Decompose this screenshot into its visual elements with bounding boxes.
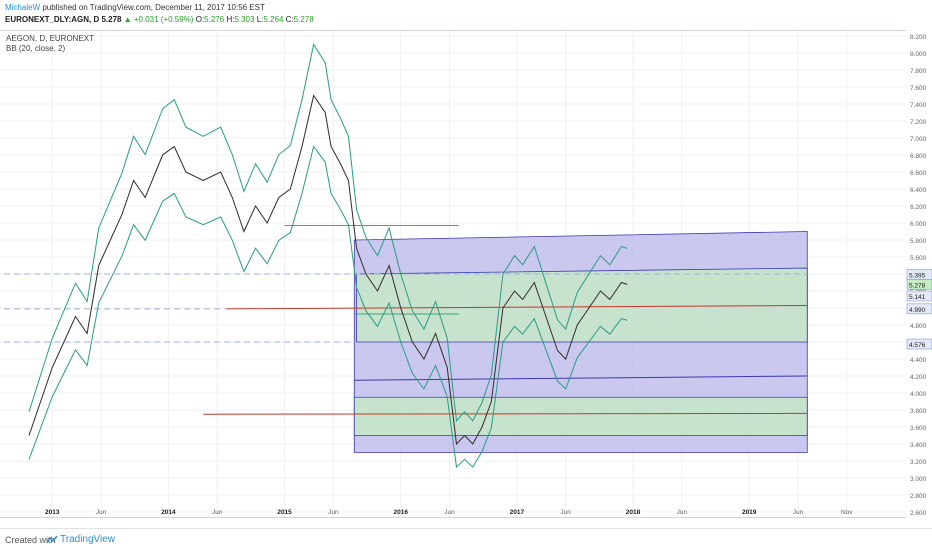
y-tick-label: 3.600 — [910, 425, 927, 432]
change-text: +0.031 (+0.59%) — [133, 15, 194, 24]
x-tick-label: 2016 — [393, 509, 408, 516]
zone-line-3 — [354, 375, 808, 381]
level-line-4 — [203, 412, 808, 415]
price-label-box — [906, 303, 932, 315]
x-tick-label: Jun — [444, 509, 455, 516]
price-label-text: 5.141 — [909, 294, 926, 301]
y-tick-label: 3.200 — [910, 459, 927, 466]
publisher-name[interactable]: MichaleW — [5, 3, 41, 12]
high-label: H: — [226, 15, 235, 24]
x-tick-label: 2019 — [742, 509, 757, 516]
x-tick-label: Jun — [677, 509, 688, 516]
chart-plot-area[interactable]: 8.200 8.000 7.800 7.600 7.400 7.200 7.000 6.800… — [0, 30, 932, 518]
close-label: C: — [285, 15, 294, 24]
y-tick-label: 7.400 — [910, 102, 927, 109]
x-tick-label: 2015 — [277, 509, 292, 516]
x-tick-label: 2017 — [510, 509, 525, 516]
price-label-text: 5.395 — [909, 272, 926, 279]
x-tick-label: Jun — [328, 509, 339, 516]
brand-link[interactable]: TradingView — [60, 534, 116, 545]
level-line-3 — [226, 304, 808, 310]
y-tick-label: 7.000 — [910, 136, 927, 143]
symbol-info: EURONEXT_DLY:AGN, D 5.278 ▲ +0.031 (+0.5… — [5, 15, 314, 24]
bb-lower-band — [28, 145, 628, 469]
y-tick-label: 3.000 — [910, 476, 927, 483]
open-value: 5.276 — [204, 15, 225, 24]
indicator-legend[interactable]: BB (20, close, 2) — [6, 44, 66, 53]
low-value: 5.264 — [263, 15, 284, 24]
y-tick-label: 2.600 — [910, 510, 927, 517]
price-chart[interactable]: 8.200 8.000 7.800 7.600 7.400 7.200 7.000 6.800… — [0, 31, 932, 517]
x-tick-label: 2018 — [626, 509, 641, 516]
y-tick-label: 3.800 — [910, 408, 927, 415]
price-label-text: 4.576 — [909, 342, 926, 349]
price-label-text: 4.990 — [909, 307, 926, 314]
y-tick-label: 2.800 — [910, 493, 927, 500]
y-tick-label: 4.000 — [910, 391, 927, 398]
y-tick-label: 6.000 — [910, 221, 927, 228]
y-tick-label: 5.800 — [910, 238, 927, 245]
bb-upper-band — [28, 43, 628, 423]
y-tick-label: 6.600 — [910, 170, 927, 177]
y-tick-label: 4.400 — [910, 357, 927, 364]
y-tick-label: 5.600 — [910, 255, 927, 262]
zone-rect-1 — [356, 267, 808, 343]
created-with-text: Created with — [5, 535, 56, 545]
x-tick-label: Jun — [96, 509, 107, 516]
x-tick-label: Jun — [212, 509, 223, 516]
x-tick-label: 2014 — [161, 509, 176, 516]
price-label-box — [906, 279, 932, 290]
open-label: O: — [195, 15, 205, 24]
change-value: ▲ +0.031 (+0.59%) — [123, 15, 194, 24]
y-tick-label: 7.800 — [910, 68, 927, 75]
publish-info: MichaleW published on TradingView.com, D… — [5, 3, 265, 12]
y-tick-label: 6.200 — [910, 204, 927, 211]
y-tick-label: 8.200 — [910, 34, 927, 41]
y-tick-label: 3.400 — [910, 442, 927, 449]
price-label-box — [906, 290, 932, 302]
y-tick-label: 4.200 — [910, 374, 927, 381]
tradingview-logo-icon — [46, 535, 58, 544]
chart-header: MichaleW published on TradingView.com, D… — [0, 0, 932, 32]
x-tick-label: Nov — [841, 509, 853, 516]
x-tick-label: Jun — [793, 509, 804, 516]
y-tick-label: 7.200 — [910, 119, 927, 126]
y-tick-label: 7.600 — [910, 85, 927, 92]
symbol-label[interactable]: EURONEXT_DLY:AGN, D — [5, 15, 100, 24]
footer: Created with TradingView — [0, 528, 932, 551]
y-tick-label: 8.000 — [910, 51, 927, 58]
x-tick-label: 2013 — [45, 509, 60, 516]
price-label-box — [906, 338, 932, 350]
published-text: published on TradingView.com, December 1… — [42, 3, 265, 12]
instrument-legend[interactable]: AEGON, D, EURONEXT — [6, 34, 95, 43]
y-tick-label: 6.400 — [910, 187, 927, 194]
last-price: 5.278 — [101, 15, 122, 24]
x-tick-label: Jun — [560, 509, 571, 516]
y-tick-label: 6.800 — [910, 153, 927, 160]
y-tick-label: 4.800 — [910, 323, 927, 330]
zone-rect-2 — [353, 396, 808, 436]
price-label-text: 5.278 — [909, 282, 926, 289]
close-value: 5.278 — [293, 15, 314, 24]
low-label: L: — [256, 15, 264, 24]
price-line — [28, 94, 628, 446]
high-value: 5.303 — [234, 15, 255, 24]
